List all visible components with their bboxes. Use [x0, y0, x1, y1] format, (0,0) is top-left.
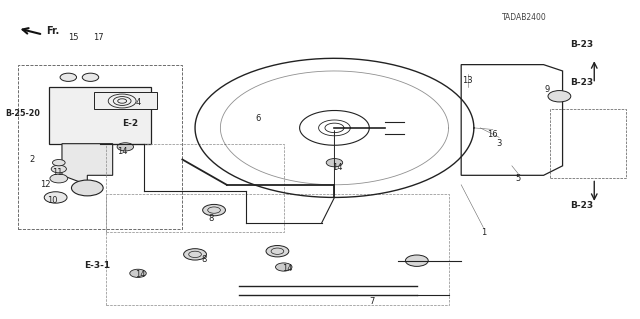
Circle shape [405, 255, 428, 266]
Circle shape [275, 263, 292, 271]
Text: 5: 5 [516, 174, 521, 183]
Text: 7: 7 [370, 297, 375, 306]
Bar [93, 92, 157, 109]
Circle shape [326, 159, 342, 167]
Circle shape [51, 165, 67, 173]
Circle shape [60, 73, 77, 81]
Text: 14: 14 [135, 271, 146, 279]
Polygon shape [62, 144, 113, 185]
Bar [106, 194, 449, 305]
Text: B-23: B-23 [570, 40, 593, 48]
Bar [49, 87, 150, 144]
Circle shape [184, 249, 207, 260]
Circle shape [72, 180, 103, 196]
Text: B-25-20: B-25-20 [5, 109, 40, 118]
Circle shape [266, 246, 289, 257]
Text: 8: 8 [202, 255, 207, 263]
Text: Fr.: Fr. [46, 26, 60, 36]
Text: TADAB2400: TADAB2400 [502, 13, 547, 22]
Circle shape [117, 143, 134, 151]
Text: 16: 16 [488, 130, 498, 139]
Text: 13: 13 [462, 76, 473, 85]
Text: 2: 2 [29, 155, 34, 164]
Circle shape [50, 174, 68, 183]
Bar [18, 65, 182, 229]
Text: B-23: B-23 [570, 201, 593, 210]
Text: 9: 9 [544, 85, 549, 94]
Text: 1: 1 [481, 228, 486, 237]
Text: 12: 12 [40, 180, 50, 189]
Text: 14: 14 [117, 147, 127, 156]
Circle shape [548, 91, 571, 102]
Text: 3: 3 [497, 139, 502, 148]
Text: 10: 10 [47, 196, 58, 205]
Text: 11: 11 [52, 168, 62, 177]
Text: 17: 17 [93, 33, 104, 42]
Text: 14: 14 [282, 264, 292, 273]
Text: 4: 4 [136, 98, 141, 107]
Text: E-3-1: E-3-1 [84, 261, 110, 270]
Text: 15: 15 [68, 33, 79, 42]
Circle shape [52, 160, 65, 166]
Circle shape [83, 73, 99, 81]
Circle shape [203, 204, 225, 216]
Text: 14: 14 [332, 163, 343, 172]
Bar [550, 109, 626, 178]
Text: B-23: B-23 [570, 78, 593, 86]
Circle shape [130, 269, 147, 278]
Text: 8: 8 [208, 213, 214, 222]
Text: 6: 6 [256, 114, 261, 123]
Bar [106, 144, 284, 232]
Circle shape [44, 192, 67, 203]
Text: E-2: E-2 [122, 119, 138, 128]
